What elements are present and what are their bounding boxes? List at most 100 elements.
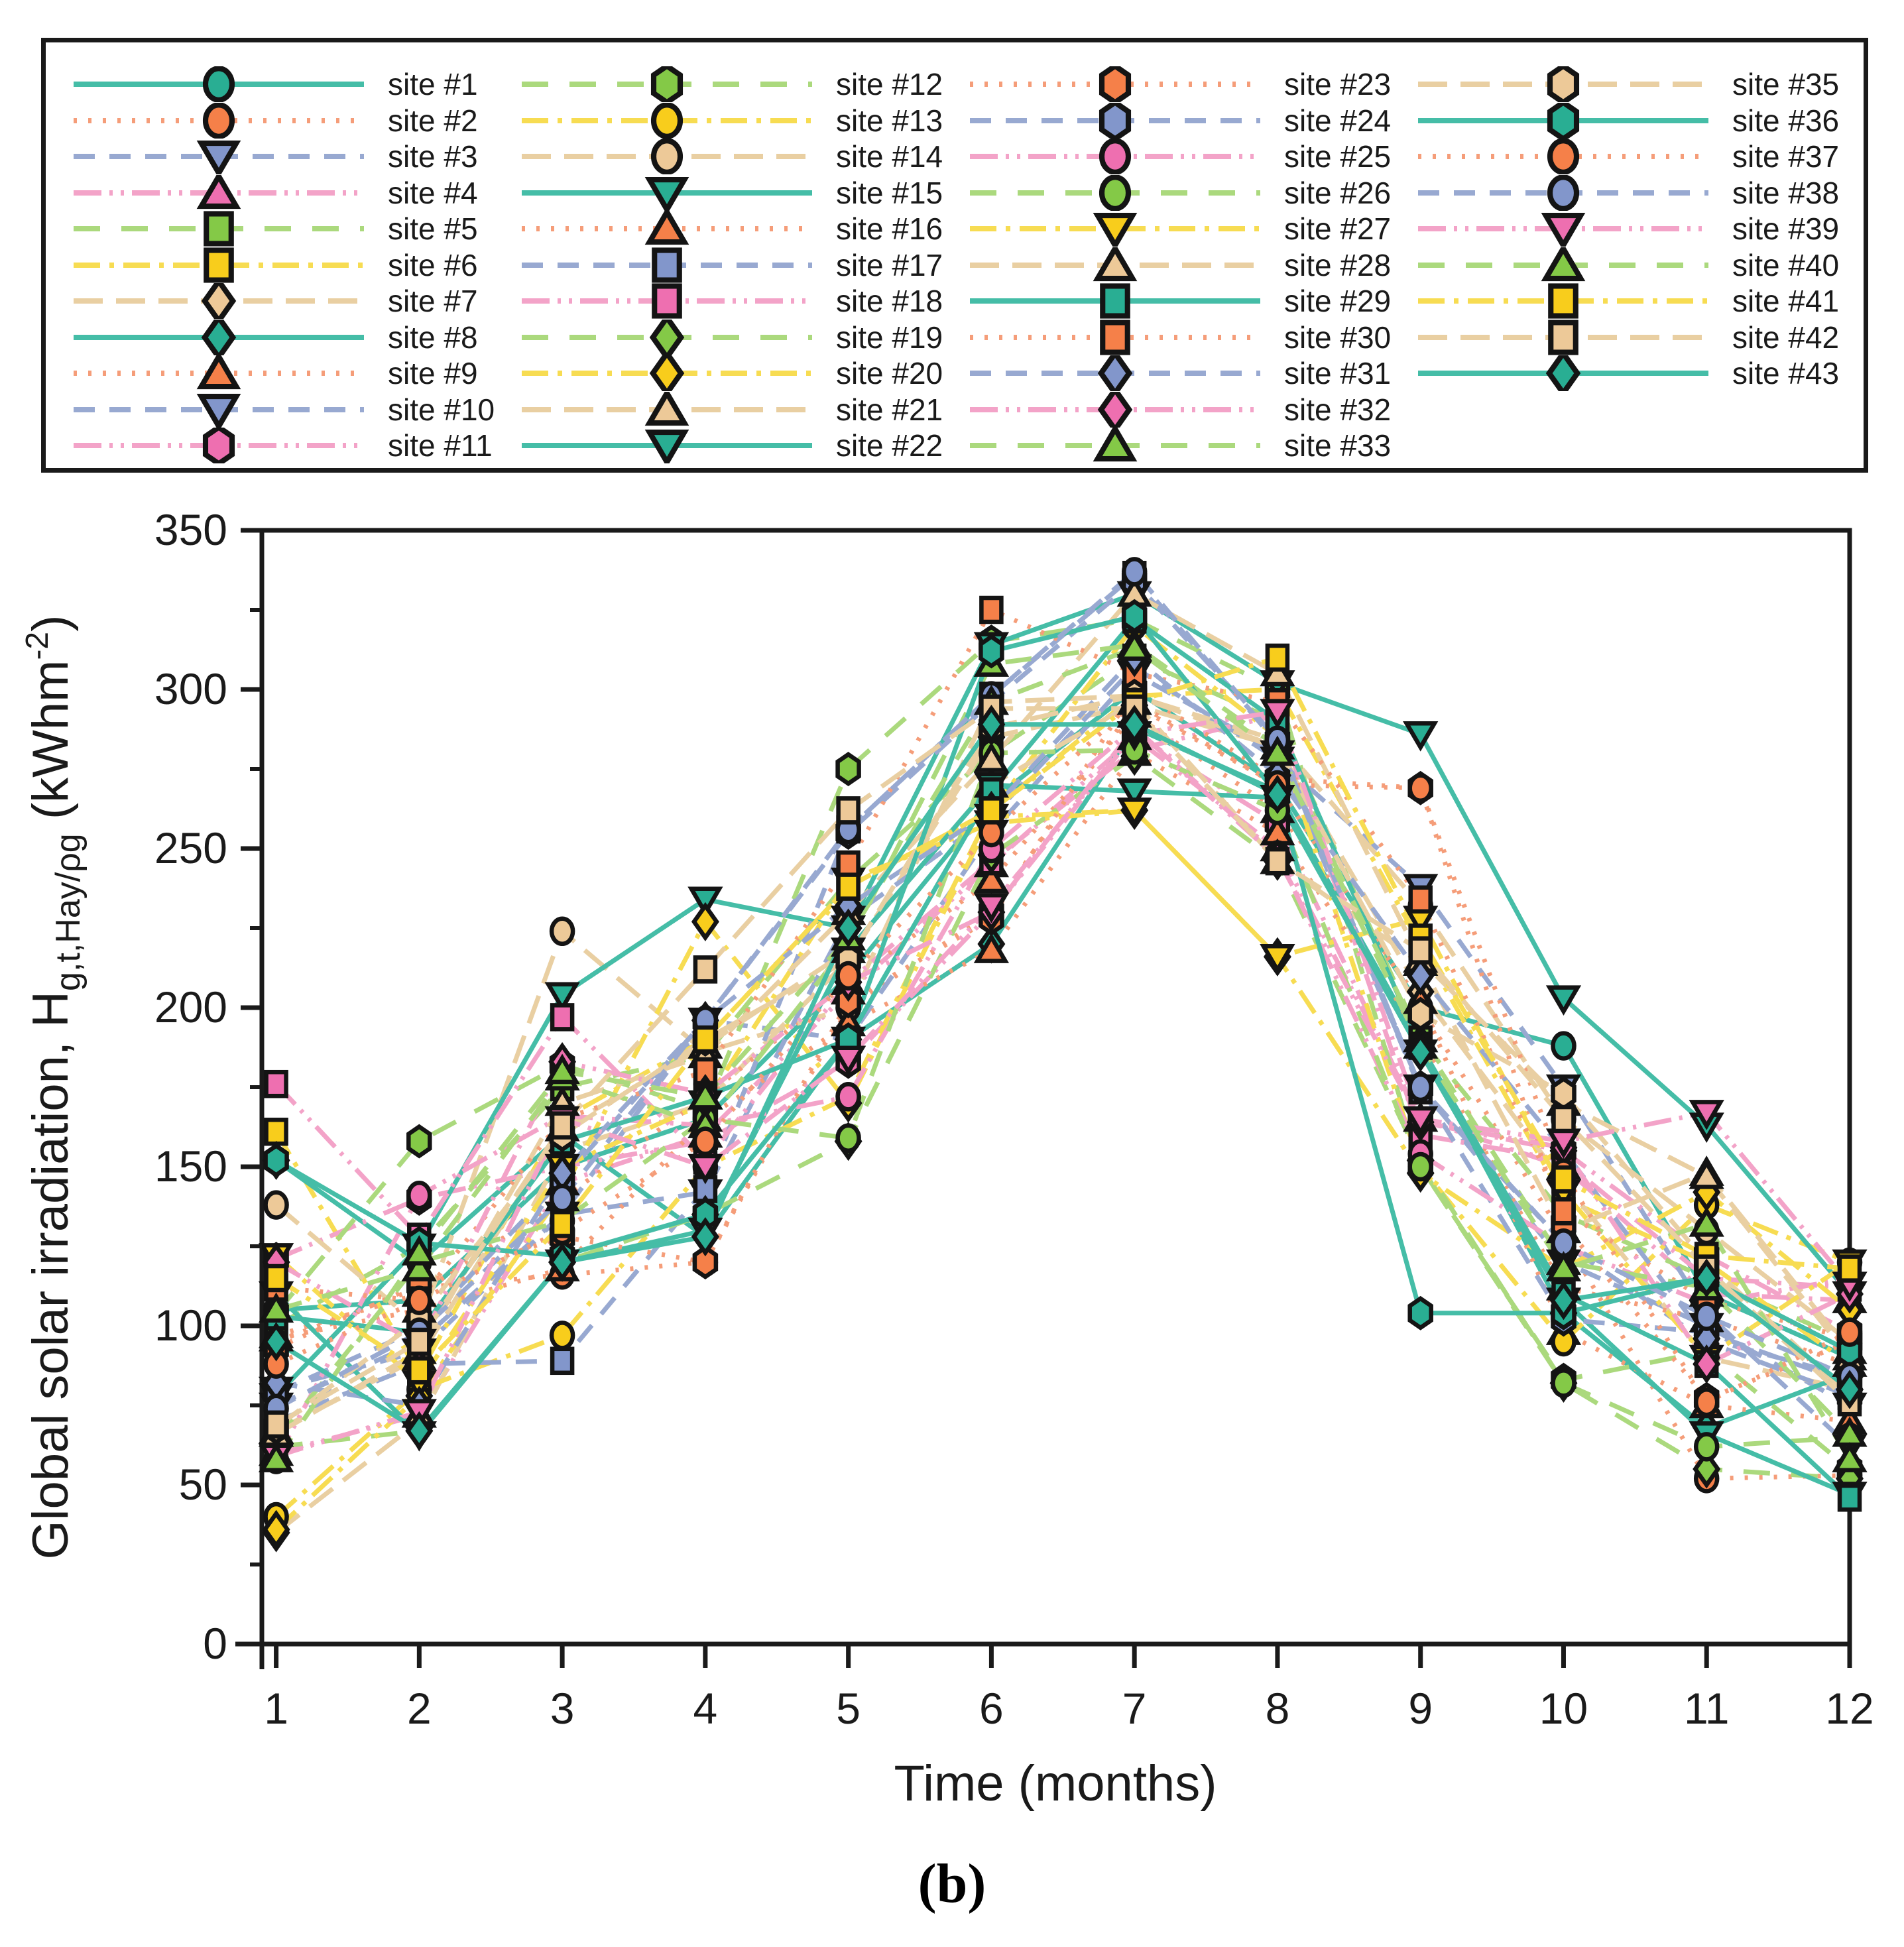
series-line-site-40 <box>274 645 1852 1461</box>
legend-sample <box>970 283 1260 319</box>
legend-item-site-38: site #38 <box>1414 174 1862 211</box>
legend-sample <box>970 391 1260 428</box>
legend-item-label: site #25 <box>1284 139 1392 174</box>
x-tick-label: 3 <box>550 1684 575 1733</box>
legend-item-label: site #35 <box>1732 67 1840 102</box>
legend-sample <box>74 319 364 355</box>
y-axis-title-sub: g,t,Hay/ρg <box>49 833 88 991</box>
legend-item-label: site #19 <box>836 320 943 355</box>
legend-item-label: site #39 <box>1732 211 1840 247</box>
legend-item-site-42: site #42 <box>1414 320 1862 356</box>
legend-item-label: site #4 <box>388 175 478 210</box>
legend-sample <box>522 283 812 319</box>
legend-item-label: site #7 <box>388 284 478 319</box>
legend-item-site-23: site #23 <box>966 66 1414 103</box>
series-line-site-33 <box>275 642 1852 1436</box>
legend-item-site-9: site #9 <box>70 355 518 392</box>
legend-item-label: site #2 <box>388 103 478 138</box>
series-markers <box>258 557 1868 1553</box>
legend-sample <box>970 355 1260 392</box>
y-tick-label: 50 <box>179 1460 227 1509</box>
legend-item-label: site #43 <box>1732 356 1840 391</box>
legend-item-site-37: site #37 <box>1414 139 1862 175</box>
series-line-site-10 <box>275 664 1852 1448</box>
legend-sample <box>74 174 364 209</box>
legend-item-label: site #33 <box>1284 428 1392 463</box>
legend-sample <box>1418 355 1708 392</box>
legend-item-label: site #14 <box>836 139 943 174</box>
y-tick-label: 150 <box>154 1142 227 1191</box>
series-line-site-18 <box>274 712 1850 1290</box>
legend-sample <box>74 428 364 464</box>
legend-item-site-40: site #40 <box>1414 247 1862 284</box>
legend-sample <box>522 176 812 211</box>
legend-item-label: site #32 <box>1284 392 1392 427</box>
legend-item-site-32: site #32 <box>966 391 1414 428</box>
legend-sample <box>970 174 1260 211</box>
x-tick-label: 4 <box>693 1684 718 1733</box>
series-line-site-38 <box>274 568 1851 1411</box>
series-line-site-12 <box>274 617 1852 1471</box>
legend-item-site-2: site #2 <box>70 102 518 139</box>
legend-sample <box>522 139 812 175</box>
legend-sample <box>970 139 1260 175</box>
legend-box: site #1 site #2 site #3 site #4 site #5 site … <box>41 38 1868 473</box>
series-lines <box>274 568 1852 1535</box>
legend-item-label: site #6 <box>388 247 478 282</box>
series-line-site-30 <box>276 607 1850 1341</box>
legend-item-site-8: site #8 <box>70 319 518 356</box>
legend-sample <box>522 430 812 464</box>
legend-item-site-5: site #5 <box>70 211 518 247</box>
x-tick-label: 11 <box>1684 1684 1730 1733</box>
legend-sample <box>1418 247 1708 281</box>
legend-item-site-10: site #10 <box>70 392 518 428</box>
legend-item-label: site #37 <box>1732 139 1840 174</box>
y-axis-title-unit: (kWhm <box>23 660 79 834</box>
series-line-site-26 <box>274 747 1850 1449</box>
legend-item-label: site #12 <box>836 67 943 102</box>
legend-sample <box>970 102 1260 139</box>
legend-item-label: site #20 <box>836 356 943 391</box>
y-tick-label: 200 <box>154 982 227 1032</box>
legend-item-label: site #28 <box>1284 247 1392 282</box>
x-tick-label: 2 <box>407 1684 432 1733</box>
legend-item-site-3: site #3 <box>70 139 518 175</box>
legend-sample <box>522 355 812 392</box>
legend-item-label: site #24 <box>1284 103 1392 138</box>
legend-item-label: site #9 <box>388 356 478 391</box>
legend-item-label: site #11 <box>388 428 493 463</box>
legend-item-site-19: site #19 <box>518 319 966 356</box>
legend-sample <box>522 247 812 283</box>
legend-sample <box>74 393 364 428</box>
legend-item-site-20: site #20 <box>518 355 966 392</box>
legend-item-site-30: site #30 <box>966 320 1414 356</box>
legend-item-label: site #42 <box>1732 320 1840 355</box>
legend-item-label: site #36 <box>1732 103 1840 138</box>
figure-caption: (b) <box>918 1853 986 1915</box>
series-line-site-43 <box>274 722 1852 1434</box>
legend-item-label: site #17 <box>836 247 943 282</box>
x-tick-label: 6 <box>979 1684 1004 1733</box>
legend-sample <box>970 66 1260 103</box>
legend-column-1: site #1 site #2 site #3 site #4 site #5 site … <box>70 66 518 468</box>
legend-column-2: site #12 site #13 site #14 site #15 site #16… <box>518 66 966 468</box>
legend-item-site-12: site #12 <box>518 66 966 103</box>
legend-item-label: site #22 <box>836 428 943 463</box>
series-line-site-15 <box>274 591 1852 1398</box>
legend-item-label: site #31 <box>1284 356 1392 391</box>
legend-item-label: site #26 <box>1284 175 1392 210</box>
legend-item-label: site #8 <box>388 320 478 355</box>
y-tick-label: 300 <box>154 664 227 713</box>
legend-item-site-24: site #24 <box>966 102 1414 139</box>
x-tick-label: 8 <box>1266 1684 1290 1733</box>
legend-item-site-18: site #18 <box>518 283 966 320</box>
legend-item-label: site #13 <box>836 103 943 138</box>
series-line-site-19 <box>276 753 1850 1481</box>
legend-sample <box>1418 66 1708 103</box>
legend-sample <box>1418 139 1708 175</box>
legend-sample <box>1418 320 1708 355</box>
legend-item-site-17: site #17 <box>518 247 966 284</box>
legend-sample <box>1418 283 1708 319</box>
